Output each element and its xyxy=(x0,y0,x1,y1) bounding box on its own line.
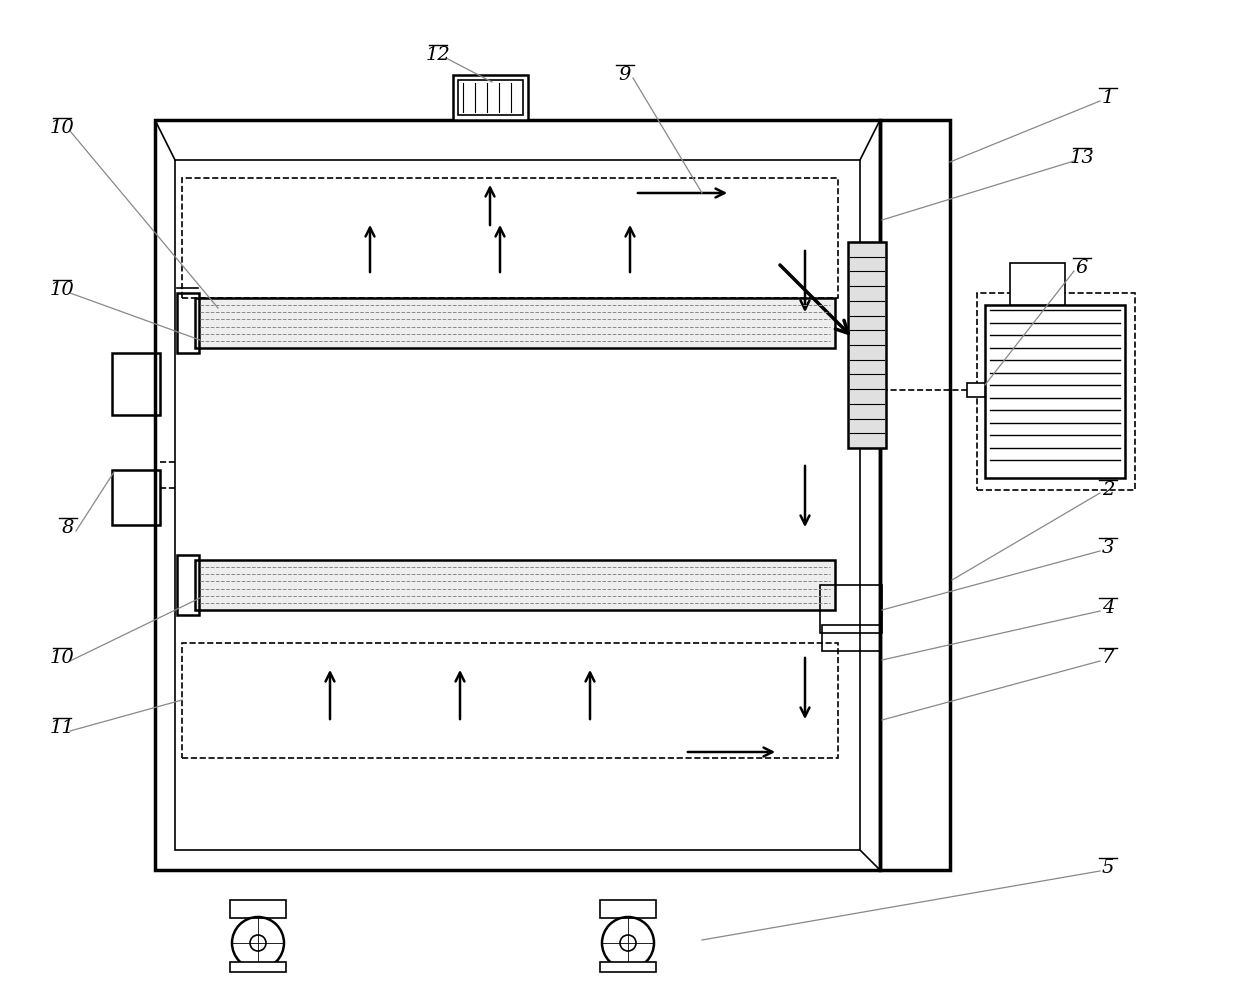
Text: 4: 4 xyxy=(1102,599,1115,617)
Bar xyxy=(1011,263,1065,305)
Bar xyxy=(112,353,160,415)
Bar xyxy=(155,120,880,870)
Bar xyxy=(177,293,198,353)
Bar xyxy=(822,625,880,651)
Bar xyxy=(985,305,1125,478)
Bar xyxy=(182,643,838,758)
Bar xyxy=(600,962,656,972)
Text: 9: 9 xyxy=(619,66,631,84)
Bar xyxy=(453,75,528,120)
Text: 6: 6 xyxy=(1076,259,1089,277)
Text: 11: 11 xyxy=(50,719,74,737)
Bar xyxy=(195,560,835,610)
Text: 12: 12 xyxy=(425,46,450,64)
Bar xyxy=(977,293,1135,490)
Text: 2: 2 xyxy=(1102,481,1115,499)
Bar xyxy=(175,160,861,850)
Bar xyxy=(177,555,198,615)
Bar xyxy=(182,178,838,298)
Bar xyxy=(820,585,882,633)
Text: 1: 1 xyxy=(1102,89,1115,107)
Bar xyxy=(848,242,887,448)
Text: 10: 10 xyxy=(50,281,74,299)
Text: 3: 3 xyxy=(1102,539,1115,557)
Bar xyxy=(600,900,656,918)
Bar xyxy=(112,470,160,525)
Bar xyxy=(880,120,950,870)
Text: 13: 13 xyxy=(1070,149,1095,167)
Text: 7: 7 xyxy=(1102,649,1115,667)
Text: 8: 8 xyxy=(62,519,74,537)
Bar xyxy=(195,298,835,348)
Text: 5: 5 xyxy=(1102,859,1115,877)
Bar xyxy=(458,80,523,115)
Bar xyxy=(967,383,985,397)
Bar xyxy=(229,962,286,972)
Text: 10: 10 xyxy=(50,649,74,667)
Text: 10: 10 xyxy=(50,119,74,137)
Bar xyxy=(229,900,286,918)
